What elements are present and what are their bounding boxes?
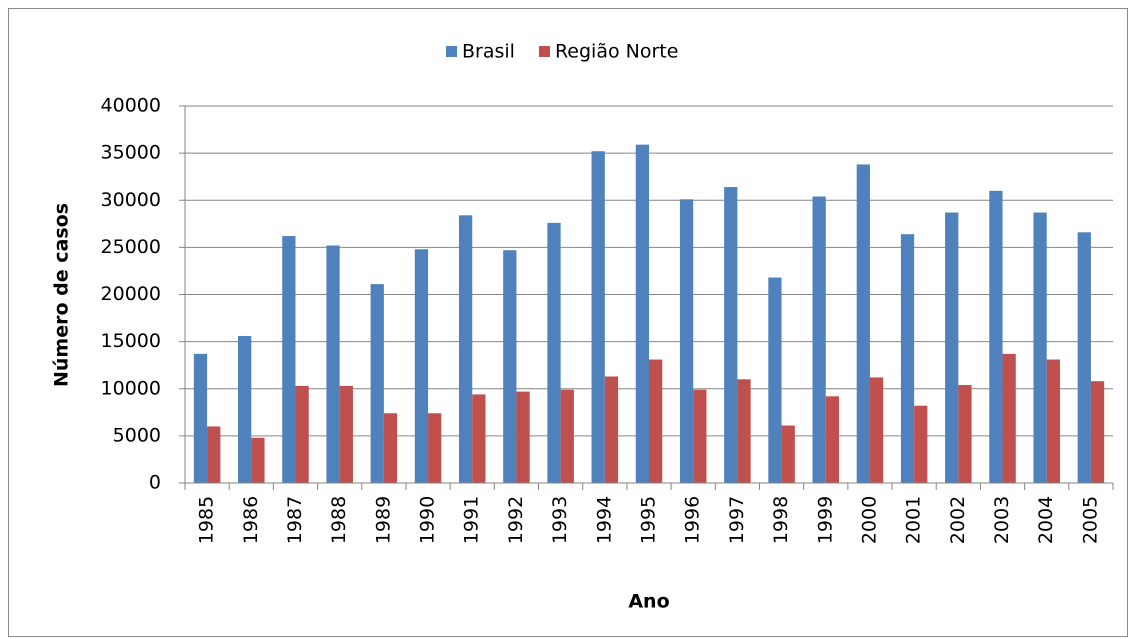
bar [958,384,972,483]
legend-label: Brasil [462,41,515,63]
x-tick-label: 2002 [947,496,969,544]
x-tick-label: 1990 [417,496,439,544]
x-tick-label: 1988 [328,496,350,544]
bar [1077,232,1091,483]
bar [812,196,826,484]
y-tick-label: 15000 [101,330,161,352]
x-tick-label: 1998 [770,496,792,544]
y-tick-label: 20000 [101,283,161,305]
bar [414,249,429,483]
y-tick-label: 40000 [101,95,161,117]
bar [238,335,252,483]
bar [193,353,208,483]
x-tick-label: 2005 [1079,496,1101,544]
x-tick-label: 1994 [593,496,615,544]
x-axis-title: Ano [628,591,669,613]
y-tick-label: 25000 [101,236,161,258]
x-tick-label: 2000 [858,496,880,544]
x-tick-label: 1997 [726,496,748,544]
x-tick-label: 1987 [284,496,306,544]
bar [768,277,782,483]
y-tick-label: 5000 [113,424,161,446]
x-tick-label: 1993 [549,496,571,544]
bar [591,151,605,484]
bar [693,389,707,483]
bar [339,385,353,483]
bar [649,359,663,483]
y-tick-label: 35000 [101,142,161,164]
x-tick-label: 2001 [903,496,925,544]
bar [560,389,574,483]
bar [781,425,795,483]
legend-swatch [538,46,550,57]
legend-label: Região Norte [555,41,678,63]
x-tick-label: 1995 [638,496,660,544]
x-tick-label: 1992 [505,496,527,544]
bar [869,377,884,483]
x-tick-label: 1986 [240,496,262,544]
bar [383,413,398,483]
bar [825,396,840,483]
bar [1002,353,1016,483]
legend-swatch [446,46,457,57]
bar [516,391,530,483]
bar [679,199,694,483]
bar [737,379,751,483]
y-tick-label: 30000 [101,189,161,211]
bar [458,215,473,483]
x-tick-label: 1991 [461,496,483,544]
x-tick-label: 2004 [1035,496,1057,544]
x-tick-label: 1996 [682,496,704,544]
bar [945,212,959,483]
y-tick-label: 0 [149,472,161,494]
y-tick-label: 10000 [101,377,161,399]
bar [914,405,928,483]
chart-border [8,8,1128,637]
bar [326,245,340,483]
bar [1090,381,1105,483]
bar [207,426,221,483]
bar [282,236,296,483]
bar [635,144,649,483]
bar [370,284,384,483]
x-tick-label: 1989 [372,496,394,544]
bar [472,394,486,483]
bar [856,164,870,483]
bar [604,376,619,483]
x-tick-label: 2003 [991,496,1013,544]
bar [295,385,309,483]
y-axis-title: Número de casos [51,203,73,387]
x-tick-label: 1985 [196,496,218,544]
bar [547,222,561,483]
bar [1033,212,1047,483]
bar [251,437,265,483]
bar [989,190,1003,483]
bar [503,250,517,483]
bar [900,234,915,483]
bar [724,187,738,483]
bar [428,413,442,483]
x-tick-label: 1999 [814,496,836,544]
bar [1046,359,1060,483]
